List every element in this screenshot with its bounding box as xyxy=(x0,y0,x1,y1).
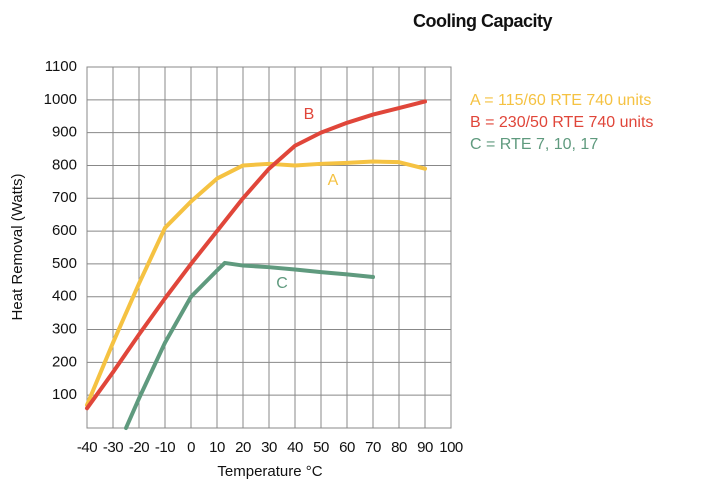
legend-entry: A = 115/60 RTE 740 units xyxy=(470,92,651,109)
legend-entry: C = RTE 7, 10, 17 xyxy=(470,136,598,153)
x-tick-label: -40 xyxy=(77,439,97,456)
x-tick-label: 30 xyxy=(261,439,277,456)
y-tick-label: 500 xyxy=(52,255,77,272)
y-tick-label: 900 xyxy=(52,124,77,141)
legend-entry: B = 230/50 RTE 740 units xyxy=(470,114,653,131)
y-tick-label: 400 xyxy=(52,288,77,305)
x-tick-label: 0 xyxy=(187,439,195,456)
y-tick-label: 200 xyxy=(52,353,77,370)
y-tick-label: 300 xyxy=(52,321,77,338)
x-tick-label: 80 xyxy=(391,439,407,456)
y-tick-label: 700 xyxy=(52,189,77,206)
y-tick-label: 800 xyxy=(52,156,77,173)
series-line xyxy=(85,159,427,408)
x-tick-label: 100 xyxy=(439,439,463,456)
x-tick-label: 10 xyxy=(209,439,225,456)
x-tick-label: 20 xyxy=(235,439,251,456)
x-tick-label: 40 xyxy=(287,439,303,456)
annotation: B xyxy=(304,106,315,123)
chart-title: Cooling Capacity xyxy=(413,11,553,31)
annotation: A xyxy=(328,172,339,189)
y-tick-label: 1000 xyxy=(44,91,77,108)
y-tick-label: 100 xyxy=(52,386,77,403)
y-tick-label: 600 xyxy=(52,222,77,239)
y-tick-label: 1100 xyxy=(45,58,77,75)
x-tick-label: -10 xyxy=(155,439,175,456)
y-axis-label: Heat Removal (Watts) xyxy=(9,174,26,321)
x-tick-label: -20 xyxy=(129,439,149,456)
x-tick-label: 50 xyxy=(313,439,329,456)
x-axis-label: Temperature °C xyxy=(217,463,322,480)
x-tick-label: -30 xyxy=(103,439,123,456)
x-tick-label: 90 xyxy=(417,439,433,456)
x-tick-label: 70 xyxy=(365,439,381,456)
series-line xyxy=(85,99,427,411)
annotation: C xyxy=(276,275,288,292)
x-tick-label: 60 xyxy=(339,439,355,456)
series-line xyxy=(124,260,375,430)
